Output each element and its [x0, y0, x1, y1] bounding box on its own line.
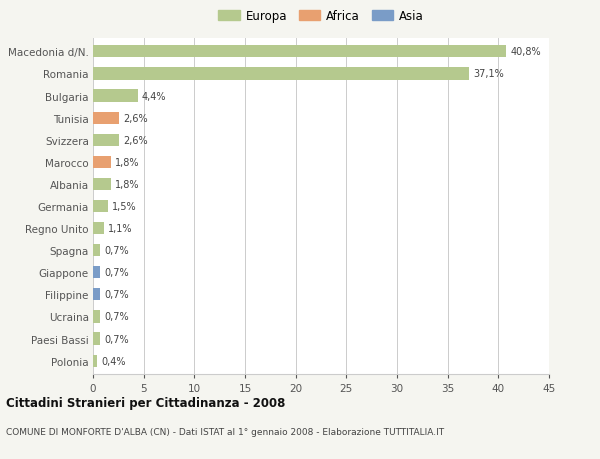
Text: 0,7%: 0,7%	[104, 312, 129, 322]
Text: 1,8%: 1,8%	[115, 179, 140, 190]
Text: 2,6%: 2,6%	[124, 113, 148, 123]
Bar	[93, 223, 104, 235]
Bar	[93, 179, 111, 190]
Text: 37,1%: 37,1%	[473, 69, 504, 79]
Legend: Europa, Africa, Asia: Europa, Africa, Asia	[215, 6, 427, 27]
Bar	[93, 289, 100, 301]
Text: 1,5%: 1,5%	[112, 202, 137, 212]
Text: 2,6%: 2,6%	[124, 135, 148, 146]
Text: 0,7%: 0,7%	[104, 290, 129, 300]
Text: 1,8%: 1,8%	[115, 157, 140, 168]
Bar	[93, 333, 100, 345]
Bar	[93, 134, 119, 146]
Bar	[93, 157, 111, 168]
Bar	[93, 112, 119, 124]
Text: 4,4%: 4,4%	[142, 91, 166, 101]
Text: COMUNE DI MONFORTE D'ALBA (CN) - Dati ISTAT al 1° gennaio 2008 - Elaborazione TU: COMUNE DI MONFORTE D'ALBA (CN) - Dati IS…	[6, 427, 444, 436]
Text: 0,7%: 0,7%	[104, 268, 129, 278]
Bar	[93, 311, 100, 323]
Bar	[93, 267, 100, 279]
Bar	[93, 46, 506, 58]
Text: 0,7%: 0,7%	[104, 246, 129, 256]
Bar	[93, 355, 97, 367]
Bar	[93, 68, 469, 80]
Text: 1,1%: 1,1%	[108, 224, 133, 234]
Bar	[93, 245, 100, 257]
Text: Cittadini Stranieri per Cittadinanza - 2008: Cittadini Stranieri per Cittadinanza - 2…	[6, 396, 286, 409]
Text: 0,7%: 0,7%	[104, 334, 129, 344]
Bar	[93, 201, 108, 213]
Text: 40,8%: 40,8%	[511, 47, 541, 57]
Text: 0,4%: 0,4%	[101, 356, 125, 366]
Bar	[93, 90, 137, 102]
